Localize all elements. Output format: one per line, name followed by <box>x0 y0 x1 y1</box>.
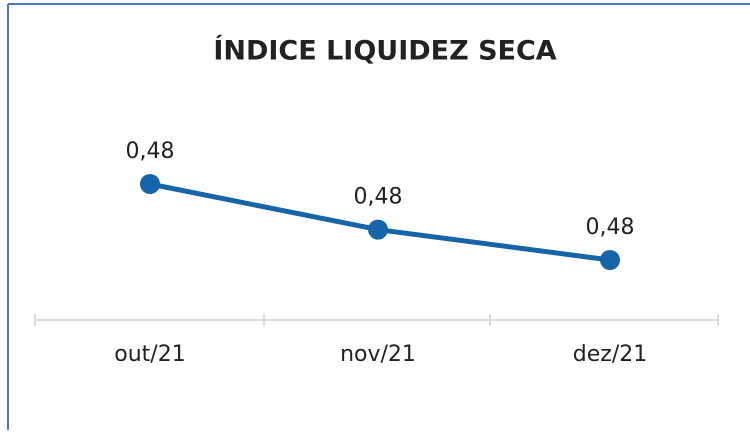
point <box>600 250 620 270</box>
data-label: 0,48 <box>586 215 635 240</box>
chart-title: ÍNDICE LIQUIDEZ SECA <box>213 35 556 67</box>
x-tick-label: dez/21 <box>573 342 647 367</box>
x-tick-label: out/21 <box>114 342 185 367</box>
x-tick-label: nov/21 <box>340 342 416 367</box>
data-label: 0,48 <box>126 139 175 164</box>
point <box>140 174 160 194</box>
data-label: 0,48 <box>354 185 403 210</box>
point <box>368 219 388 240</box>
